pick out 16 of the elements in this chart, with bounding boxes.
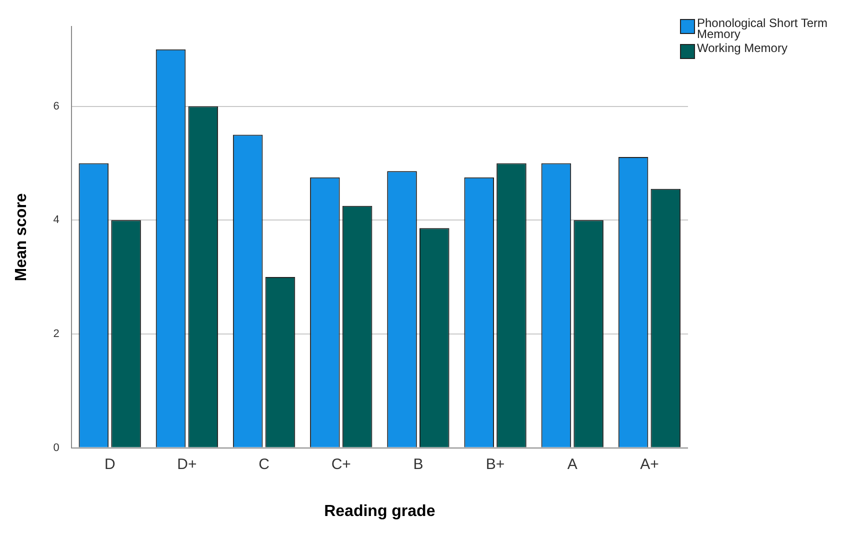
- x-tick-label: C+: [331, 456, 352, 473]
- x-tick-label: C: [258, 456, 270, 473]
- legend-label: Phonological Short Term Memory: [697, 16, 829, 41]
- x-tick-label: D+: [177, 456, 197, 473]
- x-tick-label: B+: [486, 456, 505, 473]
- x-tick-label: A: [567, 456, 578, 473]
- x-tick-label: B: [413, 456, 424, 473]
- y-tick-label: 4: [53, 214, 60, 226]
- x-tick-label: D: [104, 456, 116, 473]
- x-axis-title: Reading grade: [324, 502, 436, 520]
- y-axis-title: Mean score: [13, 193, 30, 282]
- y-tick-label: 2: [53, 328, 60, 340]
- y-tick-label: 0: [53, 442, 60, 454]
- x-tick-label: A+: [640, 456, 660, 473]
- y-tick-label: 6: [53, 100, 60, 112]
- legend-label: Working Memory: [697, 41, 788, 55]
